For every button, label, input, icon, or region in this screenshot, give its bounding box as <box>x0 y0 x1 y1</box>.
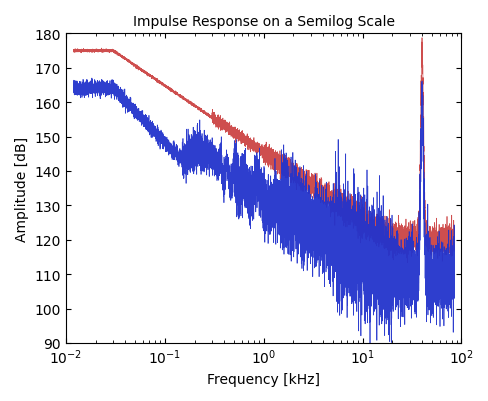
X-axis label: Frequency [kHz]: Frequency [kHz] <box>207 372 320 386</box>
Title: Impulse Response on a Semilog Scale: Impulse Response on a Semilog Scale <box>132 15 394 29</box>
Y-axis label: Amplitude [dB]: Amplitude [dB] <box>15 136 29 241</box>
